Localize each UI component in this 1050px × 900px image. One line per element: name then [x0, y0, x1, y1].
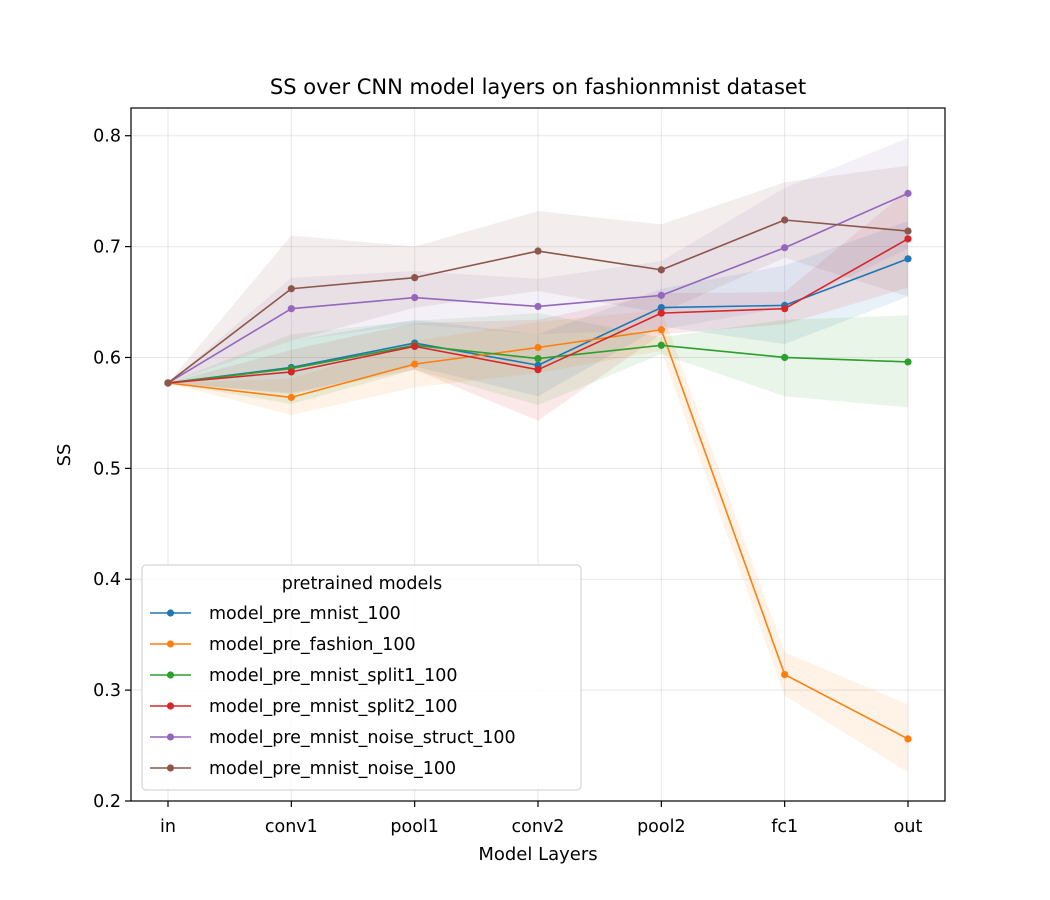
y-tick-label: 0.7: [93, 238, 121, 258]
data-point-model_pre_mnist_noise_100: [781, 216, 789, 224]
x-tick-label: out: [894, 817, 923, 837]
chart-title: SS over CNN model layers on fashionmnist…: [270, 75, 806, 99]
y-tick-label: 0.4: [93, 570, 121, 590]
confidence-bands: [168, 137, 908, 773]
y-tick-label: 0.8: [93, 127, 121, 147]
legend-label: model_pre_mnist_noise_struct_100: [209, 728, 516, 748]
data-point-model_pre_mnist_split2_100: [657, 309, 665, 317]
data-point-model_pre_mnist_noise_struct_100: [534, 302, 542, 311]
legend-marker-model_pre_mnist_split2_100: [166, 702, 175, 710]
confidence-band-model_pre_mnist_noise_struct_100: [168, 137, 908, 383]
data-point-model_pre_mnist_noise_struct_100: [411, 294, 419, 302]
legend-marker-model_pre_mnist_noise_100: [166, 764, 175, 772]
legend-label: model_pre_mnist_split1_100: [209, 666, 458, 686]
data-point-model_pre_fashion_100: [904, 735, 912, 743]
data-point-model_pre_mnist_noise_100: [534, 247, 542, 255]
legend-label: model_pre_mnist_noise_100: [209, 759, 456, 779]
y-axis-ticks: 0.2 0.3 0.4 0.5 0.6 0.7 0.8: [93, 127, 131, 812]
legend-marker-model_pre_mnist_noise_struct_100: [166, 733, 175, 741]
data-point-model_pre_mnist_100: [904, 255, 912, 263]
legend-label: model_pre_mnist_100: [209, 604, 401, 624]
y-tick-label: 0.5: [93, 459, 121, 479]
legend-marker-model_pre_mnist_split1_100: [166, 671, 175, 679]
legend-marker-model_pre_fashion_100: [166, 640, 175, 648]
data-point-model_pre_mnist_noise_100: [164, 379, 172, 387]
data-point-model_pre_mnist_100: [657, 303, 665, 312]
x-axis-ticks: in conv1 pool1 conv2 pool2 fc1 out: [160, 801, 922, 837]
legend-marker-model_pre_mnist_100: [166, 609, 175, 617]
y-tick-label: 0.6: [93, 348, 121, 368]
data-point-model_pre_mnist_split1_100: [781, 353, 789, 362]
data-point-model_pre_mnist_split2_100: [411, 342, 419, 350]
data-point-model_pre_mnist_noise_struct_100: [781, 244, 789, 252]
x-axis-label: Model Layers: [478, 844, 597, 865]
data-point-model_pre_mnist_split1_100: [657, 341, 665, 349]
data-point-model_pre_fashion_100: [534, 343, 542, 352]
data-point-model_pre_mnist_split2_100: [904, 235, 912, 243]
legend-box: [141, 564, 582, 791]
legend: pretrained models model_pre_mnist_100mod…: [141, 564, 582, 791]
y-tick-label: 0.3: [93, 681, 121, 701]
data-point-model_pre_fashion_100: [411, 360, 419, 368]
data-point-model_pre_mnist_noise_struct_100: [287, 305, 295, 313]
confidence-band-model_pre_mnist_100: [168, 221, 908, 397]
legend-items: model_pre_mnist_100 model_pre_fashion_100…: [150, 604, 516, 779]
x-tick-label: pool1: [390, 817, 439, 837]
legend-label: model_pre_mnist_split2_100: [209, 697, 458, 717]
data-point-model_pre_mnist_split2_100: [287, 368, 295, 376]
data-point-model_pre_mnist_noise_100: [287, 285, 295, 293]
data-point-model_pre_mnist_split1_100: [534, 354, 542, 363]
confidence-band-model_pre_fashion_100: [168, 309, 908, 773]
data-point-model_pre_fashion_100: [287, 393, 295, 401]
data-point-model_pre_mnist_split2_100: [781, 305, 789, 313]
data-point-model_pre_fashion_100: [781, 670, 789, 679]
data-point-model_pre_mnist_noise_100: [411, 274, 419, 282]
legend-title: pretrained models: [282, 574, 442, 594]
data-point-model_pre_mnist_split2_100: [534, 366, 542, 374]
data-point-model_pre_mnist_noise_struct_100: [904, 189, 912, 197]
y-axis-label: SS: [54, 444, 75, 467]
y-tick-label: 0.2: [93, 792, 121, 812]
data-point-model_pre_fashion_100: [657, 326, 665, 334]
x-tick-label: conv2: [512, 817, 565, 837]
data-point-model_pre_mnist_split1_100: [904, 358, 912, 366]
x-tick-label: pool2: [637, 817, 686, 837]
data-point-model_pre_mnist_noise_struct_100: [657, 291, 665, 299]
x-tick-label: conv1: [265, 817, 318, 837]
series-points: [164, 189, 912, 743]
x-tick-label: fc1: [771, 817, 798, 837]
confidence-band-model_pre_mnist_split2_100: [168, 190, 908, 421]
data-point-model_pre_mnist_noise_100: [657, 266, 665, 274]
data-point-model_pre_mnist_noise_100: [904, 227, 912, 235]
x-tick-label: in: [160, 817, 176, 837]
legend-label: model_pre_fashion_100: [209, 635, 416, 655]
confidence-band-model_pre_mnist_noise_100: [168, 165, 908, 383]
